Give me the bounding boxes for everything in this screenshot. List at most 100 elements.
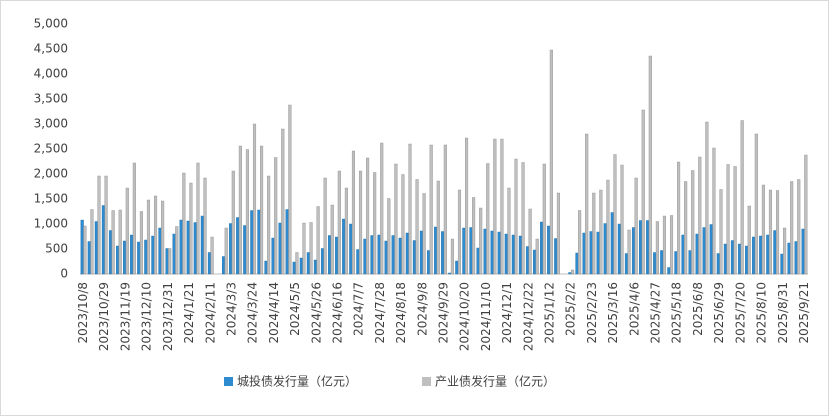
- bar: [313, 259, 317, 275]
- bar: [797, 179, 801, 275]
- bar: [547, 225, 551, 275]
- bar: [667, 267, 671, 275]
- bar: [161, 200, 165, 275]
- bar: [457, 189, 462, 275]
- bar: [747, 205, 751, 275]
- bar: [429, 144, 433, 275]
- x-tick-label: 2024/8/18: [394, 282, 408, 344]
- bar: [726, 164, 730, 275]
- bar: [514, 158, 518, 275]
- bar: [631, 227, 636, 275]
- bar: [462, 227, 466, 275]
- bar: [356, 249, 360, 275]
- bar: [662, 215, 666, 275]
- bar: [790, 181, 794, 275]
- x-tick-label: 2024/1/21: [182, 282, 196, 344]
- bar: [627, 229, 631, 275]
- bar: [575, 252, 579, 275]
- bar: [260, 145, 264, 275]
- bar: [483, 228, 487, 275]
- bar: [323, 177, 327, 275]
- bar: [412, 240, 416, 275]
- bar: [740, 120, 744, 275]
- y-tick-label: 1,000: [34, 217, 68, 231]
- bar: [316, 206, 320, 275]
- bar: [380, 142, 384, 275]
- x-tick-label: 2025/4/27: [649, 282, 663, 344]
- y-tick-label: 3,000: [34, 117, 68, 131]
- bar: [83, 225, 87, 275]
- bar: [780, 253, 784, 275]
- bar: [123, 240, 127, 275]
- bar: [613, 154, 617, 275]
- bar: [172, 233, 176, 275]
- bar: [229, 223, 233, 275]
- bar: [104, 175, 108, 275]
- bar: [634, 177, 638, 275]
- bar: [210, 236, 214, 275]
- x-tick-label: 2024/9/29: [437, 282, 451, 344]
- x-tick-label: 2024/4/14: [267, 282, 281, 344]
- bar: [335, 236, 339, 275]
- x-tick-label: 2025/9/21: [797, 282, 811, 344]
- y-tick-label: 5,000: [34, 17, 68, 31]
- bar: [271, 237, 275, 275]
- bar: [733, 166, 737, 275]
- bar: [705, 121, 709, 275]
- bar: [288, 104, 292, 275]
- bar: [179, 219, 183, 275]
- bar: [302, 222, 306, 275]
- bar: [469, 227, 473, 275]
- x-tick-label: 2024/5/5: [288, 282, 302, 336]
- x-tick-label: 2023/12/10: [140, 282, 154, 351]
- bar: [542, 163, 546, 275]
- bar: [175, 226, 179, 275]
- bar: [639, 220, 643, 275]
- bar: [384, 240, 388, 275]
- bar: [130, 234, 134, 275]
- bar: [118, 209, 122, 275]
- bar: [401, 174, 405, 275]
- bar: [342, 218, 346, 275]
- bar: [257, 209, 261, 275]
- bar: [267, 175, 271, 275]
- bar: [801, 228, 805, 275]
- bar: [292, 261, 296, 275]
- bar: [592, 192, 596, 275]
- bar: [532, 249, 537, 275]
- bar: [328, 235, 332, 275]
- bar: [684, 181, 688, 275]
- bar: [589, 231, 593, 275]
- bar: [787, 242, 791, 275]
- y-tick-label: 4,500: [34, 42, 68, 56]
- bar: [436, 180, 440, 275]
- bar: [754, 133, 758, 275]
- bar: [528, 208, 532, 275]
- bar: [222, 256, 226, 275]
- bar: [394, 163, 398, 275]
- bar: [250, 210, 254, 275]
- bar: [624, 253, 628, 275]
- x-tick-label: 2025/6/8: [691, 282, 705, 336]
- bar: [761, 184, 765, 275]
- bar: [252, 123, 257, 275]
- y-tick-label: 2,500: [34, 142, 68, 156]
- x-tick-label: 2024/12/22: [521, 282, 535, 351]
- bar: [358, 170, 363, 275]
- bar: [737, 243, 742, 275]
- bar: [448, 272, 452, 275]
- bar: [115, 245, 120, 275]
- bar: [606, 179, 610, 275]
- bar: [698, 156, 702, 275]
- bar: [719, 189, 723, 275]
- bar: [655, 221, 659, 275]
- x-tick-label: 2024/7/7: [352, 282, 366, 336]
- bar: [768, 189, 773, 275]
- bar: [203, 177, 207, 275]
- x-tick-label: 2025/1/12: [543, 282, 557, 344]
- bar: [422, 193, 426, 275]
- bar: [144, 239, 148, 275]
- bar: [415, 179, 419, 275]
